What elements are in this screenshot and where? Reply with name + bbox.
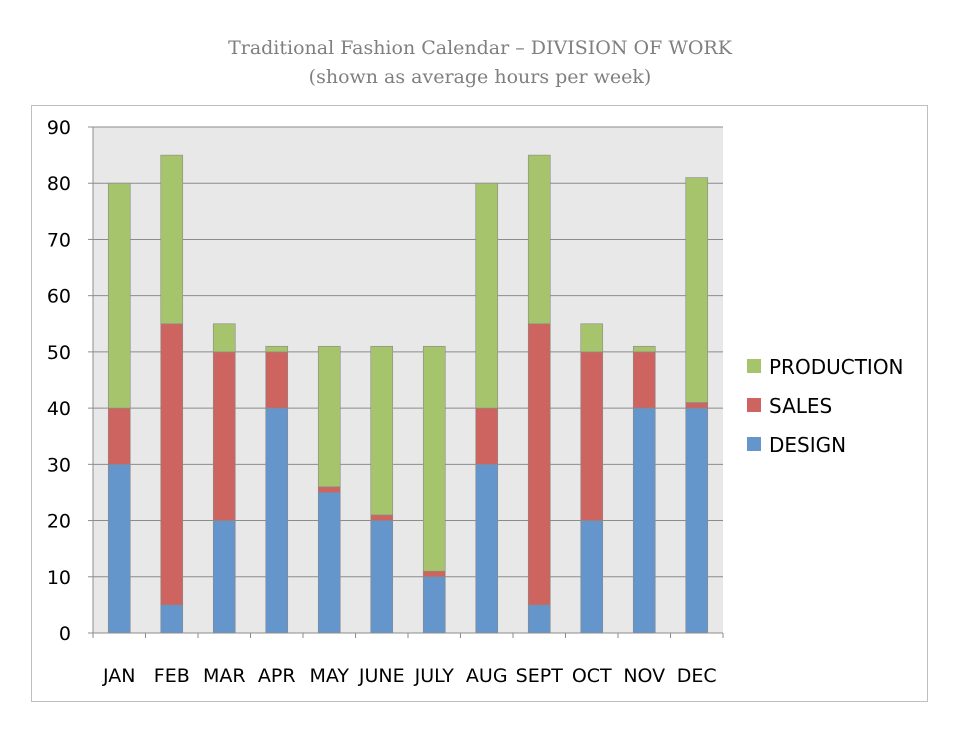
bar-sales-aug: [475, 407, 499, 465]
x-category-label: SEPT: [516, 665, 564, 687]
bar-design-jan: [107, 464, 131, 634]
y-tick-label: 50: [47, 342, 71, 364]
chart-subtitle: (shown as average hours per week): [308, 66, 652, 88]
y-tick-label: 10: [47, 567, 71, 589]
bar-design-apr: [265, 407, 289, 634]
bar-sales-sept: [527, 323, 551, 606]
bar-production-aug: [475, 182, 499, 409]
x-category-label: AUG: [466, 665, 508, 687]
bar-production-may: [317, 345, 341, 488]
bar-production-june: [370, 345, 394, 516]
bar-design-july: [422, 576, 446, 634]
chart-title: Traditional Fashion Calendar – DIVISION …: [228, 37, 732, 59]
y-tick-label: 0: [59, 623, 71, 645]
bar-production-sept: [527, 154, 551, 325]
x-category-label: DEC: [677, 665, 717, 687]
bar-sales-oct: [580, 351, 604, 521]
bar-production-mar: [212, 323, 236, 353]
bar-sales-dec: [685, 402, 709, 409]
x-category-label: NOV: [623, 665, 665, 687]
bar-design-aug: [475, 464, 499, 634]
bar-production-oct: [580, 323, 604, 353]
bar-design-nov: [632, 407, 656, 634]
y-tick-label: 70: [47, 229, 71, 251]
bar-design-oct: [580, 520, 604, 634]
x-category-label: JUNE: [358, 665, 405, 687]
bar-sales-feb: [160, 323, 184, 606]
x-category-label: OCT: [572, 665, 612, 687]
y-tick-label: 40: [47, 398, 71, 420]
x-category-label: FEB: [154, 665, 190, 687]
x-category-label: APR: [258, 665, 296, 687]
bar-design-feb: [160, 604, 184, 634]
bar-sales-july: [422, 570, 446, 578]
bar-sales-mar: [212, 351, 236, 521]
bar-sales-apr: [265, 351, 289, 409]
bar-sales-jan: [107, 407, 131, 465]
bar-sales-june: [370, 514, 394, 521]
legend-swatch-sales: [747, 398, 761, 412]
bar-design-may: [317, 492, 341, 634]
x-category-label: MAY: [309, 665, 349, 687]
legend-swatch-design: [747, 437, 761, 451]
bar-sales-may: [317, 486, 341, 493]
y-tick-label: 20: [47, 511, 71, 533]
y-tick-label: 90: [47, 117, 71, 139]
x-category-label: MAR: [203, 665, 246, 687]
bar-production-nov: [632, 345, 656, 353]
legend-label-design: DESIGN: [769, 433, 846, 457]
plot-area: [93, 127, 723, 633]
legend-swatch-production: [747, 359, 761, 373]
legend-label-sales: SALES: [769, 394, 832, 418]
x-category-label: JULY: [414, 665, 455, 687]
bar-production-jan: [107, 182, 131, 409]
bar-production-feb: [160, 154, 184, 325]
bar-production-dec: [685, 177, 709, 403]
bar-design-sept: [527, 604, 551, 634]
bar-production-july: [422, 345, 446, 572]
y-tick-label: 30: [47, 454, 71, 476]
bar-design-mar: [212, 520, 236, 634]
x-category-label: JAN: [102, 665, 135, 687]
y-tick-label: 60: [47, 286, 71, 308]
chart-title-block: Traditional Fashion Calendar – DIVISION …: [0, 34, 960, 92]
legend-label-production: PRODUCTION: [769, 355, 904, 379]
bar-production-apr: [265, 345, 289, 353]
bar-design-june: [370, 520, 394, 634]
bar-design-dec: [685, 407, 709, 634]
y-tick-label: 80: [47, 173, 71, 195]
bar-sales-nov: [632, 351, 656, 409]
